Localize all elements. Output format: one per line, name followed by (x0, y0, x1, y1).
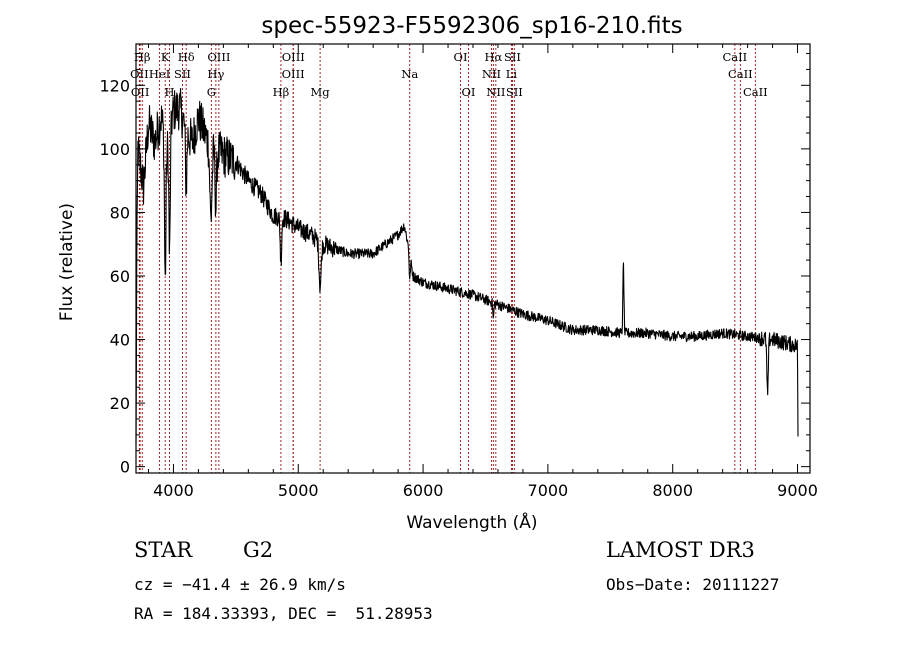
x-tick-label: 6000 (403, 481, 444, 500)
object-class: STAR (134, 538, 193, 562)
spectral-line-label: H (165, 85, 175, 99)
spectral-line-label: Li (506, 67, 518, 81)
spectral-line-label: Hγ (207, 67, 224, 81)
x-tick-label: 5000 (278, 481, 319, 500)
spectral-line-markers (138, 44, 756, 473)
spectral-line-label: HeI (149, 67, 170, 81)
spectral-line-label: Hβ (134, 50, 151, 64)
y-tick-label: 40 (110, 331, 130, 350)
y-tick-label: 60 (110, 267, 130, 286)
spectral-line-label: Hα (484, 50, 502, 64)
spectral-line-label: OI (454, 50, 468, 64)
spectral-line-label: CaII (728, 67, 753, 81)
spectral-line-label: OIII (207, 50, 230, 64)
velocity-readout: cz = −41.4 ± 26.9 km/s (134, 575, 346, 594)
object-subclass: G2 (243, 538, 274, 562)
y-tick-label: 120 (99, 76, 130, 95)
spectral-line-label: OIII (282, 67, 305, 81)
spectral-line-label: Hδ (178, 50, 195, 64)
spectral-line-label: CaII (722, 50, 747, 64)
spectral-line-label: NII (486, 85, 505, 99)
y-tick-label: 20 (110, 394, 130, 413)
spectral-line-label: SII (506, 85, 523, 99)
x-tick-label: 8000 (652, 481, 693, 500)
x-tick-label: 4000 (153, 481, 194, 500)
spectral-line-label: SII (504, 50, 521, 64)
coordinates-readout: RA = 184.33393, DEC = 51.28953 (134, 604, 433, 623)
spectrum-series (135, 87, 799, 444)
axis-ticks: 4000 5000 6000 7000 8000 9000 0 20 40 60 80 100 120 (99, 44, 818, 500)
x-axis-label: Wavelength (Å) (406, 511, 537, 533)
spectral-line-label: NII (482, 67, 501, 81)
spectral-line-label: CaII (743, 85, 768, 99)
observation-date: Obs−Date: 20111227 (606, 575, 780, 594)
spectral-line-label: OIII (282, 50, 305, 64)
survey-name: LAMOST DR3 (606, 538, 755, 562)
chart-title: spec-55923-F5592306_sp16-210.fits (261, 13, 682, 39)
spectral-line-label: OI (462, 85, 476, 99)
spectral-line-label: Hβ (273, 85, 290, 99)
spectral-line-label: SII (174, 67, 191, 81)
spectral-line-label: Mg (311, 85, 331, 99)
x-tick-label: 7000 (528, 481, 569, 500)
y-axis-label: Flux (relative) (57, 203, 77, 321)
spectral-line-label: K (161, 50, 170, 64)
plot-frame (135, 43, 811, 474)
y-tick-label: 0 (120, 458, 130, 477)
spectral-line-label: Na (401, 67, 418, 81)
y-tick-label: 100 (99, 140, 130, 159)
spectral-line-label: OII (130, 67, 149, 81)
spectral-line-label: OII (131, 85, 150, 99)
y-tick-label: 80 (110, 203, 130, 222)
spectral-line-label: G (207, 85, 216, 99)
x-tick-label: 9000 (777, 481, 818, 500)
